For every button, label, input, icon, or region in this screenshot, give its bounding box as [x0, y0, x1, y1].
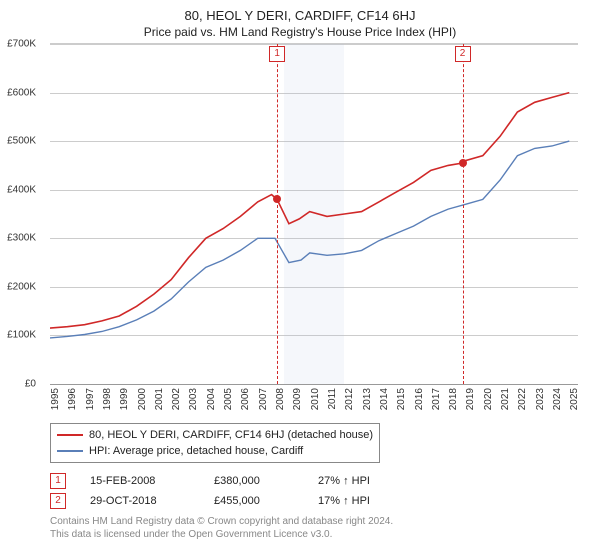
- x-tick-label: 2008: [275, 388, 286, 410]
- x-tick-label: 2005: [223, 388, 234, 410]
- x-tick-label: 2017: [431, 388, 442, 410]
- y-tick-label: £400K: [7, 184, 36, 195]
- y-tick-label: £500K: [7, 136, 36, 147]
- x-tick-label: 2024: [552, 388, 563, 410]
- y-tick-label: £600K: [7, 87, 36, 98]
- x-tick-label: 2000: [137, 388, 148, 410]
- chart-title-address: 80, HEOL Y DERI, CARDIFF, CF14 6HJ: [10, 6, 590, 23]
- y-tick-label: £200K: [7, 281, 36, 292]
- sales-row-delta: 27% ↑ HPI: [318, 475, 370, 487]
- attribution-footer: Contains HM Land Registry data © Crown c…: [50, 515, 590, 541]
- legend-swatch: [57, 434, 83, 436]
- x-tick-label: 2006: [240, 388, 251, 410]
- x-tick-label: 2012: [344, 388, 355, 410]
- legend: 80, HEOL Y DERI, CARDIFF, CF14 6HJ (deta…: [50, 423, 380, 463]
- x-tick-label: 1995: [50, 388, 61, 410]
- x-tick-label: 2019: [465, 388, 476, 410]
- chart-subtitle: Price paid vs. HM Land Registry's House …: [10, 25, 590, 39]
- x-tick-label: 2025: [569, 388, 580, 410]
- x-axis: 1995 1996 1997 1998 1999 2000 2001 2002 2003 2004…: [50, 385, 578, 417]
- legend-swatch: [57, 450, 83, 452]
- sales-row-date: 29-OCT-2018: [90, 495, 190, 507]
- sale-marker-badge: 1: [269, 46, 285, 62]
- sale-marker-badge: 2: [455, 46, 471, 62]
- x-tick-label: 1999: [119, 388, 130, 410]
- legend-label: 80, HEOL Y DERI, CARDIFF, CF14 6HJ (deta…: [89, 427, 373, 443]
- x-tick-label: 2011: [327, 388, 338, 410]
- x-tick-label: 2023: [535, 388, 546, 410]
- series-line: [50, 141, 569, 338]
- sales-row-date: 15-FEB-2008: [90, 475, 190, 487]
- sales-row: 1 15-FEB-2008 £380,000 27% ↑ HPI: [50, 473, 590, 489]
- x-tick-label: 2010: [310, 388, 321, 410]
- series-line: [50, 93, 569, 329]
- sales-table: 1 15-FEB-2008 £380,000 27% ↑ HPI 2 29-OCT-201…: [50, 473, 590, 509]
- y-tick-label: £300K: [7, 233, 36, 244]
- sale-marker-line: [277, 44, 278, 384]
- x-tick-label: 2016: [414, 388, 425, 410]
- y-tick-label: £700K: [7, 39, 36, 50]
- x-tick-label: 2021: [500, 388, 511, 410]
- x-tick-label: 2018: [448, 388, 459, 410]
- sales-row-price: £380,000: [214, 475, 294, 487]
- x-tick-label: 2003: [188, 388, 199, 410]
- x-tick-label: 2015: [396, 388, 407, 410]
- footer-line-1: Contains HM Land Registry data © Crown c…: [50, 515, 590, 528]
- x-tick-label: 2007: [258, 388, 269, 410]
- x-tick-label: 2014: [379, 388, 390, 410]
- y-tick-label: £0: [25, 379, 36, 390]
- legend-item: 80, HEOL Y DERI, CARDIFF, CF14 6HJ (deta…: [57, 427, 373, 443]
- x-tick-label: 1996: [67, 388, 78, 410]
- sales-row-badge: 2: [50, 493, 66, 509]
- sales-row-badge: 1: [50, 473, 66, 489]
- x-tick-label: 2009: [292, 388, 303, 410]
- y-tick-label: £100K: [7, 330, 36, 341]
- x-tick-label: 2020: [483, 388, 494, 410]
- x-tick-label: 1997: [85, 388, 96, 410]
- sales-row: 2 29-OCT-2018 £455,000 17% ↑ HPI: [50, 493, 590, 509]
- x-tick-label: 1998: [102, 388, 113, 410]
- sale-marker-dot: [273, 195, 281, 203]
- chart-plot-area: 12: [50, 43, 578, 385]
- x-tick-label: 2022: [517, 388, 528, 410]
- sale-marker-dot: [459, 159, 467, 167]
- x-tick-label: 2004: [206, 388, 217, 410]
- x-tick-label: 2002: [171, 388, 182, 410]
- legend-label: HPI: Average price, detached house, Card…: [89, 443, 303, 459]
- y-axis: £0£100K£200K£300K£400K£500K£600K£700K: [0, 44, 40, 384]
- x-tick-label: 2013: [362, 388, 373, 410]
- footer-line-2: This data is licensed under the Open Gov…: [50, 528, 590, 541]
- legend-item: HPI: Average price, detached house, Card…: [57, 443, 373, 459]
- sales-row-price: £455,000: [214, 495, 294, 507]
- sale-marker-line: [463, 44, 464, 384]
- x-tick-label: 2001: [154, 388, 165, 410]
- line-chart-svg: [50, 44, 578, 384]
- sales-row-delta: 17% ↑ HPI: [318, 495, 370, 507]
